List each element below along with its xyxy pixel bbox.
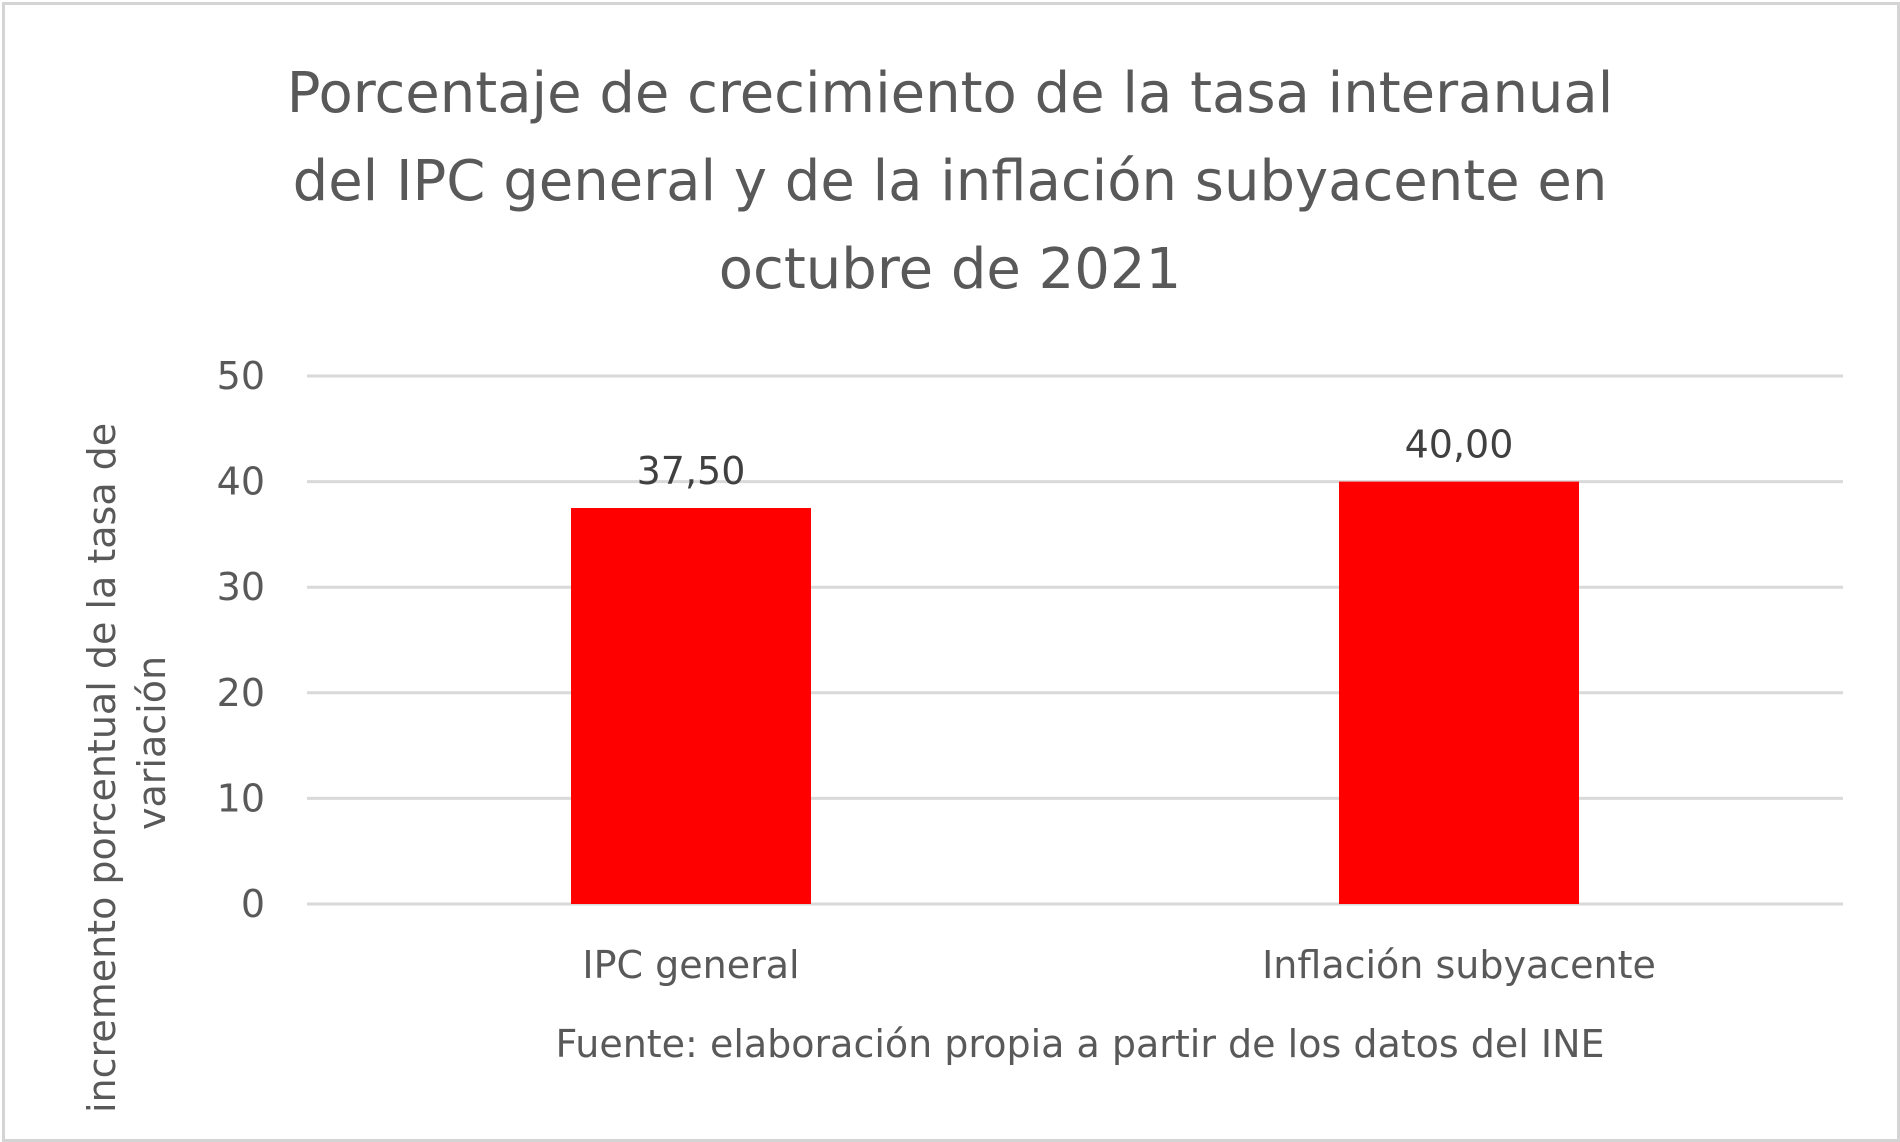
bar (1339, 481, 1579, 904)
data-labels: 37,50 40,00 (637, 423, 1514, 493)
category-labels: IPC general Inflación subyacente (582, 943, 1655, 987)
y-axis-tick-labels: 0 10 20 30 40 50 (217, 354, 265, 926)
category-label: Inflación subyacente (1262, 943, 1656, 987)
gridlines (307, 374, 1843, 906)
data-label: 40,00 (1405, 423, 1514, 467)
y-tick-label: 40 (217, 460, 265, 504)
x-axis-title: Fuente: elaboración propia a partir de l… (555, 1022, 1604, 1066)
bars (571, 481, 1579, 904)
bar (571, 508, 811, 904)
y-axis-title-line-2: variación (130, 656, 174, 830)
y-axis-title-2: variación (130, 656, 174, 830)
y-axis-title-line-1: incremento porcentual de la tasa de (80, 423, 124, 1113)
y-tick-label: 10 (217, 776, 265, 820)
chart-title-line-3: octubre de 2021 (718, 237, 1182, 302)
category-label: IPC general (582, 943, 799, 987)
chart-title-line-2: del IPC general y de la inflación subyac… (292, 149, 1608, 214)
chart-title-line-1: Porcentaje de crecimiento de la tasa int… (286, 61, 1614, 126)
y-tick-label: 30 (217, 565, 265, 609)
y-tick-label: 20 (217, 671, 265, 715)
y-axis-title: incremento porcentual de la tasa de (80, 423, 124, 1113)
y-tick-label: 50 (217, 354, 265, 398)
chart-title: Porcentaje de crecimiento de la tasa int… (0, 50, 1900, 314)
data-label: 37,50 (637, 449, 746, 493)
y-tick-label: 0 (241, 882, 265, 926)
